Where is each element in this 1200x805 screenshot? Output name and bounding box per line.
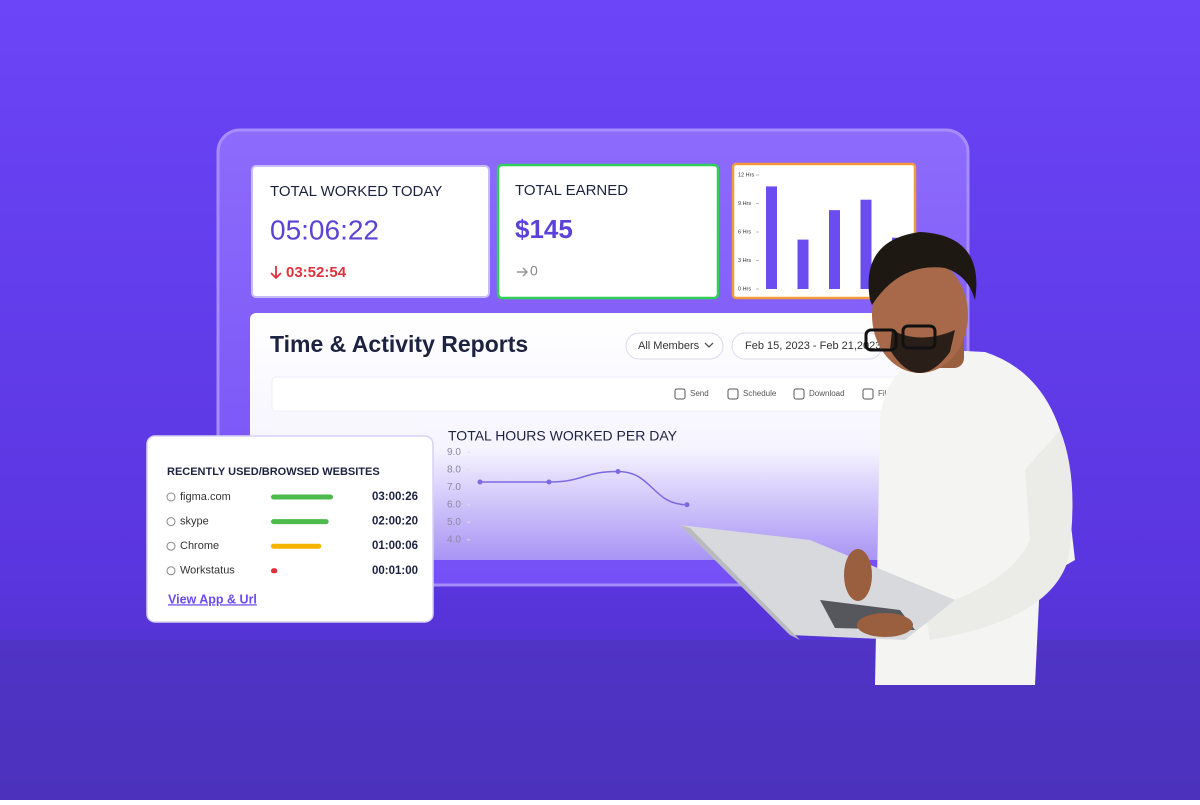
action-label[interactable]: Schedule [743, 389, 777, 398]
y-tick-label: 5.0 [447, 517, 461, 528]
card-value: 05:06:22 [270, 214, 379, 245]
y-tick-label: 9 Hrs [738, 201, 751, 207]
y-tick-label: 4.0 [447, 534, 461, 545]
bar [797, 239, 809, 289]
line-chart: 9.0 8.0 7.0 6.0 5.0 4.0 [447, 447, 690, 545]
card-title: TOTAL EARNED [515, 182, 628, 199]
filter-label[interactable]: All Members [638, 340, 700, 352]
y-tick-label: 7.0 [447, 482, 461, 493]
y-tick-label: 6.0 [447, 499, 461, 510]
globe-icon [166, 566, 176, 576]
globe-icon [166, 492, 176, 502]
report-title: Time & Activity Reports [270, 331, 528, 357]
bar [860, 199, 872, 289]
y-tick-label: 6 Hrs [738, 229, 751, 235]
action-icon [674, 388, 686, 400]
globe-icon [166, 517, 176, 527]
y-tick-label: 0 Hrs [738, 286, 751, 292]
card-delta: 03:52:54 [286, 264, 347, 281]
globe-icon [166, 541, 176, 551]
line-chart-title: TOTAL HOURS WORKED PER DAY [448, 428, 678, 444]
y-tick-label: 9.0 [447, 447, 461, 458]
right-arrow [517, 267, 529, 277]
websites-card [146, 435, 434, 623]
filter-pill[interactable] [625, 332, 724, 360]
link[interactable]: View App & Url [168, 592, 257, 606]
usage-bar [271, 568, 278, 574]
point [684, 502, 690, 508]
card-value: $145 [515, 214, 573, 244]
websites-list: figma.com 03:00:26 skype 02:00:20 Chrome 01:0… [166, 491, 418, 577]
card [496, 163, 720, 300]
point [615, 469, 621, 474]
filter-label[interactable]: Feb 15, 2023 - Feb 21,2023 [745, 340, 881, 352]
line [480, 470, 688, 506]
action-icon [793, 388, 805, 400]
point [546, 479, 552, 485]
point [477, 479, 483, 485]
site-name: Workstatus [180, 565, 235, 577]
site-name: figma.com [180, 491, 231, 503]
action-icon [862, 388, 874, 400]
site-duration: 03:00:26 [372, 491, 418, 503]
usage-bar [271, 543, 322, 549]
usage-bar [271, 494, 333, 500]
chevron [704, 342, 714, 348]
site-name: skype [180, 516, 209, 528]
site-duration: 01:00:06 [372, 540, 418, 552]
down-arrow [270, 266, 282, 280]
action-label[interactable]: Download [809, 389, 845, 398]
bar [829, 210, 840, 289]
card-delta: 0 [530, 263, 538, 279]
websites-title: RECENTLY USED/BROWSED WEBSITES [167, 466, 380, 478]
toolbar [271, 376, 903, 412]
site-duration: 02:00:20 [372, 516, 418, 528]
y-tick-label: 8.0 [447, 464, 461, 475]
card-title: TOTAL WORKED TODAY [270, 183, 442, 200]
site-duration: 00:01:00 [372, 565, 418, 577]
y-tick-label: 3 Hrs [738, 258, 751, 264]
site-name: Chrome [180, 540, 219, 552]
card [251, 165, 490, 298]
usage-bar [271, 519, 329, 525]
bar [766, 186, 777, 289]
y-tick-label: 12 Hrs [738, 172, 754, 178]
action-label[interactable]: Send [690, 389, 709, 398]
person [680, 232, 1075, 685]
action-icon [727, 388, 739, 400]
